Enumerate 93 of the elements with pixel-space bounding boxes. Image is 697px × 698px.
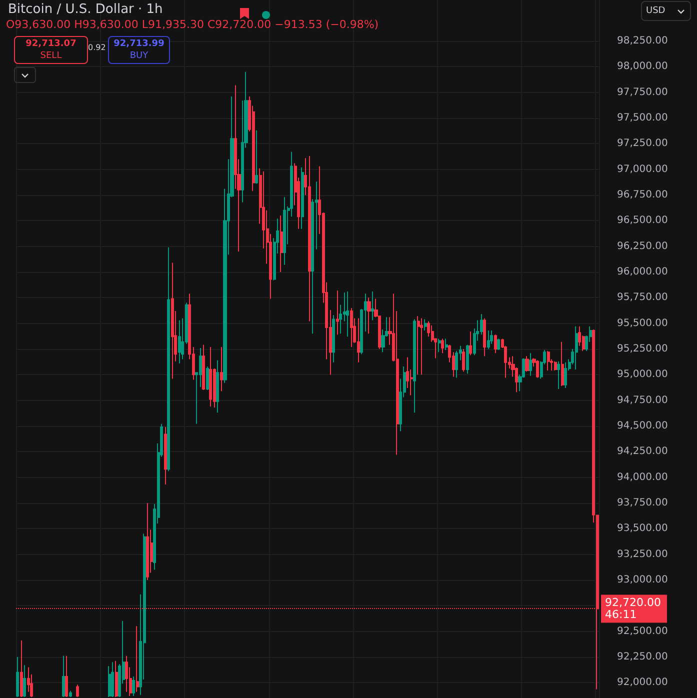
y-tick-label: 94,250.00 [617, 446, 668, 458]
candlestick [371, 291, 374, 321]
y-tick-label: 92,250.00 [617, 651, 668, 662]
candlestick [136, 626, 139, 692]
candlestick [445, 338, 448, 351]
candlestick [178, 320, 181, 364]
candlestick [255, 130, 258, 184]
candlestick [536, 360, 539, 378]
candlestick [469, 331, 472, 356]
candlestick [438, 338, 441, 353]
annotation: BUY [130, 51, 148, 61]
candlestick [564, 362, 567, 389]
y-tick-label: 94,000.00 [617, 472, 668, 483]
candlestick [220, 346, 223, 392]
candlestick [441, 338, 444, 354]
y-tick-label: 92,000.00 [617, 677, 668, 688]
annotation: 92,713.99 [114, 39, 164, 49]
candlestick [494, 334, 497, 354]
y-tick-label: 95,000.00 [617, 369, 668, 380]
candlestick [283, 196, 286, 266]
y-tick-label: 93,250.00 [617, 548, 668, 560]
candlestick [420, 318, 423, 376]
candlestick [575, 326, 578, 370]
annotation: 92,713.07 [26, 39, 76, 49]
candlestick [301, 166, 304, 230]
candlestick [561, 341, 564, 386]
candlestick [206, 366, 209, 391]
y-tick-label: 96,250.00 [617, 240, 668, 252]
candlestick [487, 330, 490, 350]
candlestick [336, 290, 339, 336]
y-tick-label: 95,750.00 [617, 292, 668, 304]
y-tick-label: 95,250.00 [617, 344, 668, 354]
y-tick-label: 93,500.00 [617, 523, 668, 534]
y-tick-label: 92,500.00 [617, 626, 668, 637]
candlestick [65, 655, 68, 698]
candlestick [346, 291, 349, 338]
candlestick [308, 156, 311, 322]
candlestick [367, 297, 371, 334]
candlestick [547, 350, 550, 372]
candlestick [332, 314, 335, 363]
y-tick-label: 94,750.00 [617, 394, 668, 406]
candlestick [554, 360, 557, 372]
candlestick [62, 655, 65, 698]
y-tick-label: 96,000.00 [617, 266, 668, 278]
annotation: SELL [40, 51, 62, 61]
candlestick [76, 684, 79, 698]
candlestick [146, 502, 149, 580]
candlestick [108, 666, 111, 698]
candlestick [164, 426, 167, 485]
candlestick [497, 338, 500, 351]
candlestick [125, 655, 128, 692]
candlestick [16, 656, 19, 698]
candlestick [525, 356, 529, 372]
candlestick [417, 316, 420, 376]
candlestick [280, 215, 283, 273]
ref-line-label: 92,720.00 [605, 596, 661, 610]
y-tick-label: 97,000.00 [617, 164, 668, 175]
y-tick-label: 96,750.00 [617, 190, 668, 201]
candlestick [466, 344, 469, 374]
y-tick-label: 97,750.00 [617, 86, 668, 98]
candlestick [20, 640, 23, 698]
y-tick-label: 94,500.00 [617, 420, 668, 432]
chart-title: Bitcoin / U.S. Dollar · 1h [8, 2, 163, 17]
text: 46:11 [605, 608, 637, 622]
candlestick [483, 318, 486, 357]
y-tick-label: 97,250.00 [617, 138, 668, 150]
y-tick-label: 93,000.00 [617, 574, 668, 586]
candlestick [115, 660, 118, 698]
candlestick [424, 318, 427, 332]
y-tick-label: 96,500.00 [617, 215, 668, 226]
y-tick-label: 97,500.00 [617, 112, 668, 124]
candlestick [357, 318, 360, 363]
candlestick [132, 676, 135, 696]
candlestick [23, 664, 26, 698]
candlestick [462, 348, 465, 372]
y-tick-label: 98,250.00 [617, 36, 668, 47]
candlestick [69, 690, 72, 698]
y-tick-label: 95,500.00 [617, 318, 668, 329]
candlestick [529, 352, 532, 376]
candlestick [202, 344, 205, 391]
annotation: 0.92 [88, 43, 106, 52]
candlestick [171, 262, 174, 380]
candlestick [216, 360, 219, 414]
candlestick [209, 346, 212, 407]
candlestick [557, 360, 560, 390]
candlestick [413, 318, 416, 414]
candlestick [350, 307, 353, 348]
text: USD [641, 1, 691, 21]
candlestick [167, 246, 170, 472]
y-tick-label: 98,000.00 [617, 61, 668, 72]
y-tick-label: 93,750.00 [617, 497, 668, 508]
annotation: O93,630.00 H93,630.00 L91,935.30 C92,720.00 −913.53 (−0.98%) [6, 18, 379, 31]
candlestick [111, 662, 114, 698]
